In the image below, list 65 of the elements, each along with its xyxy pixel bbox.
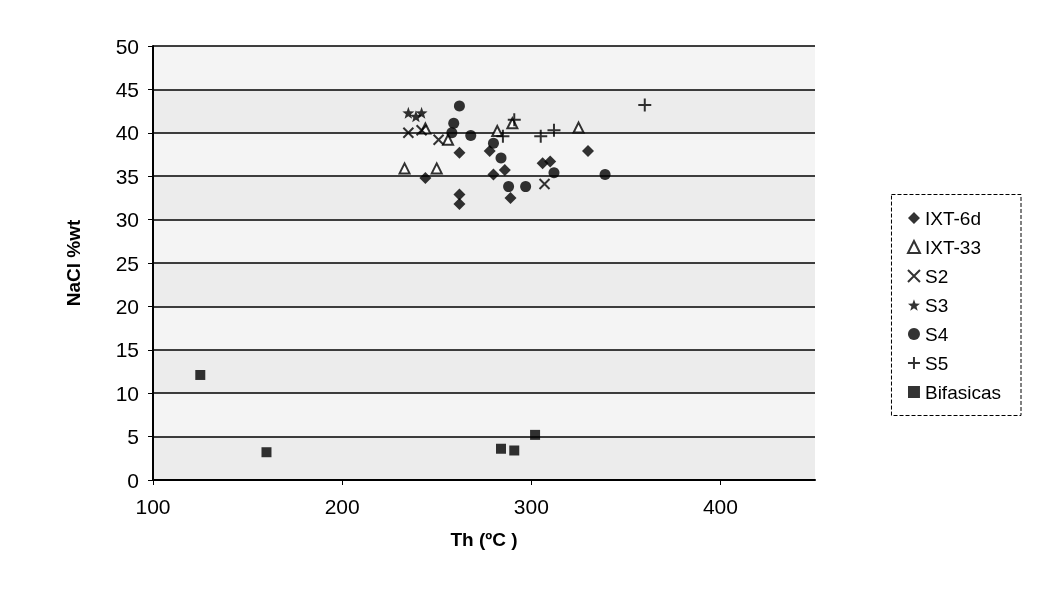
point bbox=[599, 168, 611, 180]
point bbox=[453, 188, 466, 201]
point bbox=[496, 443, 507, 454]
point bbox=[495, 152, 507, 164]
point bbox=[572, 121, 585, 134]
legend-label: IXT-33 bbox=[924, 236, 981, 258]
point bbox=[487, 137, 499, 149]
point bbox=[430, 162, 443, 175]
point bbox=[195, 369, 206, 380]
point bbox=[415, 124, 428, 137]
x-tick-label: 400 bbox=[702, 495, 738, 518]
point bbox=[530, 429, 541, 440]
point bbox=[533, 128, 549, 144]
y-tick-label: 10 bbox=[115, 381, 139, 405]
point bbox=[465, 129, 477, 141]
point bbox=[419, 171, 432, 184]
point bbox=[402, 106, 415, 119]
legend-label: S4 bbox=[924, 323, 949, 345]
x-tick-label: 200 bbox=[324, 495, 360, 518]
point bbox=[506, 112, 522, 128]
point bbox=[453, 146, 466, 159]
y-axis-title: NaCl %wt bbox=[63, 219, 84, 307]
point bbox=[498, 164, 511, 177]
x-axis-title: Th (ºC ) bbox=[450, 529, 518, 550]
point bbox=[495, 128, 511, 144]
y-tick-label: 20 bbox=[115, 294, 139, 318]
x-tick-label: 300 bbox=[513, 495, 549, 518]
point bbox=[637, 97, 653, 113]
point bbox=[432, 133, 445, 146]
point bbox=[409, 110, 422, 123]
y-tick-label: 40 bbox=[115, 121, 139, 145]
point bbox=[504, 191, 517, 204]
point bbox=[582, 145, 595, 158]
y-tick-label: 50 bbox=[115, 34, 139, 58]
point bbox=[448, 117, 460, 129]
legend-label: Bifasicas bbox=[924, 381, 1001, 403]
point bbox=[503, 181, 515, 193]
point bbox=[509, 445, 520, 456]
legend-label: S3 bbox=[924, 294, 949, 316]
y-tick-label: 25 bbox=[115, 251, 139, 275]
y-tick-label: 35 bbox=[115, 164, 139, 188]
point bbox=[453, 197, 466, 210]
point bbox=[546, 122, 562, 138]
point bbox=[544, 155, 557, 168]
point bbox=[402, 126, 415, 139]
point bbox=[415, 106, 428, 119]
y-tick-label: 15 bbox=[115, 338, 139, 362]
legend-label: S2 bbox=[924, 265, 949, 287]
point bbox=[538, 178, 551, 191]
point bbox=[483, 145, 496, 158]
y-tick-label: 45 bbox=[115, 77, 139, 101]
point bbox=[548, 167, 560, 179]
point bbox=[487, 168, 500, 181]
legend-label: S5 bbox=[924, 352, 949, 374]
legend-label: IXT-6d bbox=[924, 207, 981, 229]
point bbox=[520, 181, 532, 193]
y-tick-label: 0 bbox=[127, 468, 139, 492]
point bbox=[261, 447, 272, 458]
x-tick-label: 100 bbox=[135, 495, 171, 518]
point bbox=[446, 127, 458, 139]
point bbox=[453, 100, 465, 112]
y-tick-label: 30 bbox=[115, 208, 139, 232]
point bbox=[442, 133, 455, 146]
y-tick-label: 5 bbox=[127, 425, 139, 449]
point bbox=[398, 162, 411, 175]
